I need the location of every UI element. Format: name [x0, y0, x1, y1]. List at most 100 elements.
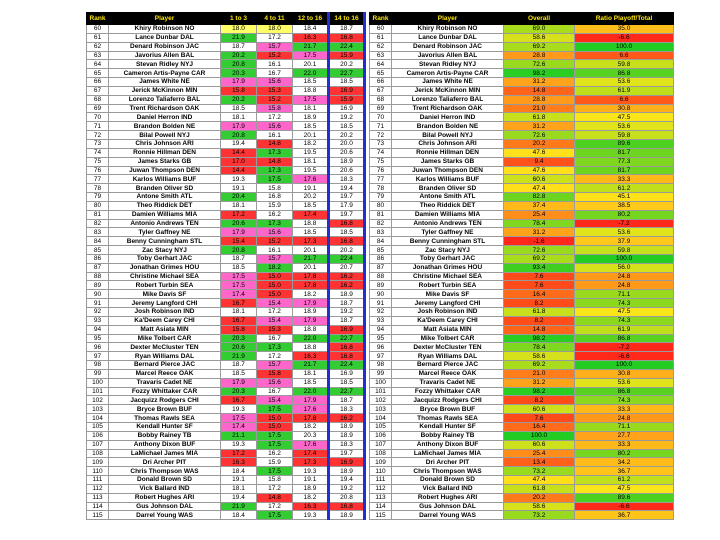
rank-cell: 105 [86, 421, 109, 432]
player-cell: Javorius Allen BAL [108, 50, 221, 61]
left-header-row: Rank Player 1 to 3 4 to 11 12 to 16 14 t… [86, 12, 366, 25]
player-cell: Chris Thompson WAS [391, 466, 504, 477]
weeks-14-16-cell: 20.6 [327, 147, 366, 158]
overall-cell: 7.6 [503, 280, 575, 291]
weeks-1-3-cell: 17.9 [220, 227, 257, 238]
weeks-4-11-cell: 17.2 [256, 501, 293, 512]
ratio-cell: 100.0 [574, 360, 674, 370]
ratio-cell: 33.3 [574, 174, 674, 185]
rank-cell: 61 [369, 32, 392, 43]
player-cell: Lorenzo Taliaferro BAL [108, 94, 221, 105]
ratio-cell: 77.3 [574, 156, 674, 167]
overall-cell: 69.2 [503, 253, 575, 264]
overall-cell: 8.2 [503, 395, 575, 406]
ratio-cell: 61.2 [574, 475, 674, 485]
player-cell: Vick Ballard IND [108, 483, 221, 494]
table-row: 89 Robert Turbin SEA 7.6 24.8 [369, 280, 674, 291]
weeks-1-3-cell: 19.3 [220, 404, 257, 415]
weeks-12-16-cell: 18.9 [292, 307, 329, 317]
table-row: 86 Toby Gerhart JAC 18.7 15.7 21.7 22.4 [86, 253, 366, 264]
rank-cell: 103 [369, 404, 392, 415]
weeks-1-3-cell: 18.0 [220, 24, 257, 34]
rank-cell: 110 [86, 466, 109, 477]
table-row: 67 Jerick McKinnon MIN 14.8 61.9 [369, 85, 674, 96]
rank-cell: 107 [369, 439, 392, 450]
weeks-12-16-cell: 17.3 [292, 236, 329, 247]
overall-cell: 31.2 [503, 227, 575, 238]
player-cell: Marcel Reece OAK [391, 368, 504, 379]
player-cell: Kendall Hunter SF [391, 421, 504, 432]
weeks-14-16-cell: 22.4 [327, 253, 366, 264]
player-cell: Ronnie Hillman DEN [108, 147, 221, 158]
header-weeks-1-3: 1 to 3 [220, 12, 257, 25]
overall-cell: 60.6 [503, 174, 575, 185]
weeks-4-11-cell: 16.1 [256, 130, 293, 140]
weeks-14-16-cell: 18.9 [327, 156, 366, 167]
weeks-14-16-cell: 18.3 [327, 174, 366, 185]
table-row: 73 Chris Johnson ARI 20.2 89.6 [369, 138, 674, 149]
player-cell: Bilal Powell NYJ [108, 130, 221, 140]
weeks-12-16-cell: 20.1 [292, 130, 329, 140]
weeks-14-16-cell: 22.7 [327, 333, 366, 344]
table-row: 81 Damien Williams MIA 25.4 80.2 [369, 209, 674, 220]
weeks-12-16-cell: 18.1 [292, 368, 329, 379]
rank-cell: 99 [369, 368, 392, 379]
overall-cell: 14.8 [503, 85, 575, 96]
weeks-14-16-cell: 18.7 [327, 395, 366, 406]
weeks-1-3-cell: 18.5 [220, 262, 257, 273]
ratio-cell: 89.6 [574, 138, 674, 149]
rank-cell: 106 [86, 430, 109, 441]
overall-cell: 37.4 [503, 200, 575, 211]
weeks-1-3-cell: 18.1 [220, 307, 257, 317]
weeks-4-11-cell: 15.6 [256, 77, 293, 87]
rank-cell: 81 [369, 209, 392, 220]
ratio-cell: 74.3 [574, 395, 674, 406]
player-cell: Lance Dunbar DAL [391, 32, 504, 43]
weeks-4-11-cell: 18.2 [256, 262, 293, 273]
weeks-14-16-cell: 16.8 [327, 218, 366, 229]
weeks-4-11-cell: 17.5 [256, 510, 293, 521]
weeks-4-11-cell: 15.4 [256, 315, 293, 326]
weeks-14-16-cell: 16.2 [327, 271, 366, 282]
player-cell: Chris Johnson ARI [391, 138, 504, 149]
weeks-12-16-cell: 17.8 [292, 271, 329, 282]
weeks-4-11-cell: 15.0 [256, 413, 293, 423]
weeks-14-16-cell: 16.8 [327, 342, 366, 353]
weeks-14-16-cell: 16.9 [327, 85, 366, 96]
ratio-cell: -7.2 [574, 342, 674, 353]
weeks-14-16-cell: 19.4 [327, 183, 366, 194]
weeks-1-3-cell: 19.1 [220, 475, 257, 485]
ratio-cell: 53.6 [574, 227, 674, 238]
player-cell: Brandon Bolden NE [108, 121, 221, 132]
rank-cell: 97 [369, 351, 392, 362]
ratio-cell: 6.6 [574, 94, 674, 105]
ratio-cell: 6.6 [574, 50, 674, 61]
table-row: 105 Kendall Hunter SF 16.4 71.1 [369, 421, 674, 432]
player-cell: Robert Turbin SEA [108, 280, 221, 291]
ratio-cell: 37.9 [574, 236, 674, 247]
ratio-cell: 59.8 [574, 59, 674, 70]
weeks-14-16-cell: 22.4 [327, 360, 366, 370]
weeks-12-16-cell: 18.9 [292, 112, 329, 123]
player-cell: Daniel Herron IND [391, 112, 504, 123]
weeks-14-16-cell: 16.9 [327, 324, 366, 335]
table-row: 85 Zac Stacy NYJ 72.6 59.8 [369, 245, 674, 255]
table-row: 114 Gus Johnson DAL 21.9 17.2 16.3 16.8 [86, 501, 366, 512]
weeks-1-3-cell: 17.0 [220, 156, 257, 167]
schedule-strength-table: Rank Player 1 to 3 4 to 11 12 to 16 14 t… [86, 12, 366, 521]
rank-cell: 104 [369, 413, 392, 423]
overall-cell: 13.4 [503, 457, 575, 468]
ratio-cell: 27.7 [574, 430, 674, 441]
table-row: 102 Jacquizz Rodgers CHI 16.7 15.4 17.9 18.7 [86, 395, 366, 406]
weeks-1-3-cell: 18.1 [220, 483, 257, 494]
weeks-1-3-cell: 21.9 [220, 351, 257, 362]
weeks-4-11-cell: 15.4 [256, 298, 293, 308]
weeks-1-3-cell: 19.4 [220, 138, 257, 149]
weeks-12-16-cell: 21.7 [292, 41, 329, 52]
overall-cell: 7.6 [503, 271, 575, 282]
rank-cell: 68 [86, 94, 109, 105]
rank-cell: 99 [86, 368, 109, 379]
weeks-14-16-cell: 16.9 [327, 368, 366, 379]
player-cell: Lance Dunbar DAL [108, 32, 221, 43]
player-cell: Benny Cunningham STL [391, 236, 504, 247]
